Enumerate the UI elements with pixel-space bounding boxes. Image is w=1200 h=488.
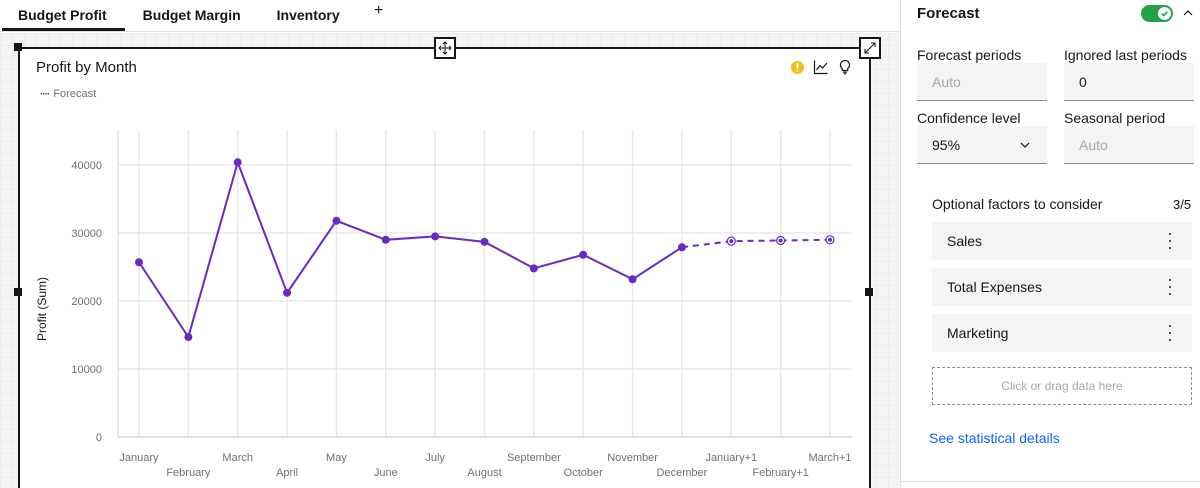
svg-text:March+1: March+1 <box>808 452 851 464</box>
chevron-up-icon[interactable] <box>1181 6 1195 20</box>
insights-lightbulb-icon[interactable] <box>837 59 853 75</box>
chart-legend: ···· Forecast <box>40 88 96 100</box>
confidence-level-value: 95% <box>932 136 961 153</box>
overflow-menu-icon[interactable] <box>1168 279 1172 295</box>
line-chart[interactable]: Profit (Sum) 0 10000 20000 30000 40000 Janua… <box>20 49 869 488</box>
svg-text:December: December <box>657 467 708 479</box>
y-axis-title: Profit (Sum) <box>35 277 49 341</box>
legend-label-forecast: Forecast <box>53 88 97 100</box>
expand-button[interactable] <box>859 37 881 59</box>
svg-text:November: November <box>607 452 658 464</box>
svg-text:February: February <box>166 467 211 479</box>
dashboard-tabs: Budget Profit Budget Margin Inventory + <box>0 0 900 32</box>
svg-text:October: October <box>564 467 603 479</box>
factor-label: Sales <box>947 233 983 249</box>
forecast-panel: Forecast Forecast periods Auto Ignored l… <box>900 0 1200 488</box>
svg-text:September: September <box>507 452 561 464</box>
factor-item-marketing[interactable]: Marketing <box>932 314 1192 352</box>
forecast-periods-label: Forecast periods <box>917 47 1022 63</box>
toggle-knob <box>1158 7 1171 20</box>
resize-handle-left[interactable] <box>14 288 22 296</box>
checkmark-icon <box>1161 11 1168 17</box>
chevron-down-icon <box>1020 142 1030 148</box>
forecast-toggle[interactable] <box>1141 5 1173 22</box>
svg-text:March: March <box>222 452 253 464</box>
svg-text:0: 0 <box>96 432 102 444</box>
factor-item-sales[interactable]: Sales <box>932 222 1192 260</box>
chart-type-icon[interactable] <box>813 59 829 75</box>
chart-title: Profit by Month <box>36 59 137 76</box>
factor-label: Marketing <box>947 325 1009 341</box>
dashboard-canvas: Profit by Month ···· Forecast Prof <box>0 33 900 488</box>
chart-grid <box>117 130 852 438</box>
move-handle[interactable] <box>434 37 456 59</box>
overflow-menu-icon[interactable] <box>1168 325 1172 341</box>
svg-text:Profit (Sum): Profit (Sum) <box>35 277 49 341</box>
svg-text:20000: 20000 <box>71 296 102 308</box>
y-axis-ticks: 0 10000 20000 30000 40000 <box>71 160 102 444</box>
tab-budget-margin[interactable]: Budget Margin <box>142 7 241 23</box>
add-factor-dropzone[interactable]: Click or drag data here <box>932 367 1192 405</box>
svg-text:August: August <box>467 467 501 479</box>
svg-text:40000: 40000 <box>71 160 102 172</box>
add-tab-button[interactable]: + <box>374 2 384 19</box>
confidence-level-select[interactable]: 95% <box>917 126 1047 164</box>
svg-text:July: July <box>425 452 445 464</box>
tab-inventory[interactable]: Inventory <box>276 7 340 23</box>
svg-text:April: April <box>276 467 298 479</box>
svg-text:May: May <box>326 452 347 464</box>
move-icon <box>438 41 452 55</box>
svg-text:10000: 10000 <box>71 364 102 376</box>
see-statistical-details-link[interactable]: See statistical details <box>929 430 1060 446</box>
svg-text:30000: 30000 <box>71 228 102 240</box>
chart-widget[interactable]: Profit by Month ···· Forecast Prof <box>14 37 881 488</box>
svg-text:June: June <box>374 467 398 479</box>
seasonal-period-input[interactable]: Auto <box>1064 126 1194 164</box>
warning-icon[interactable] <box>789 59 805 75</box>
dotted-line-legend-icon: ···· <box>40 88 50 100</box>
x-axis-ticks: January February March April May June July Augu… <box>119 452 851 479</box>
resize-handle-top-left[interactable] <box>14 43 22 51</box>
expand-icon <box>864 42 876 54</box>
forecast-periods-input[interactable]: Auto <box>917 63 1047 101</box>
panel-divider <box>901 481 1200 482</box>
chart-series <box>135 158 835 342</box>
overflow-menu-icon[interactable] <box>1168 233 1172 249</box>
resize-handle-right[interactable] <box>865 288 873 296</box>
panel-title: Forecast <box>917 5 980 22</box>
factor-item-total-expenses[interactable]: Total Expenses <box>932 268 1192 306</box>
tab-budget-profit[interactable]: Budget Profit <box>0 0 125 31</box>
svg-text:February+1: February+1 <box>752 467 809 479</box>
ignored-last-periods-label: Ignored last periods <box>1064 47 1187 63</box>
svg-text:January: January <box>119 452 159 464</box>
confidence-level-label: Confidence level <box>917 110 1021 126</box>
seasonal-period-label: Seasonal period <box>1064 110 1166 126</box>
factors-title: Optional factors to consider <box>932 196 1103 212</box>
factors-count: 3/5 <box>1173 197 1192 212</box>
factor-label: Total Expenses <box>947 279 1042 295</box>
widget-toolbar <box>789 59 853 75</box>
ignored-last-periods-input[interactable]: 0 <box>1064 63 1194 101</box>
svg-text:January+1: January+1 <box>705 452 757 464</box>
